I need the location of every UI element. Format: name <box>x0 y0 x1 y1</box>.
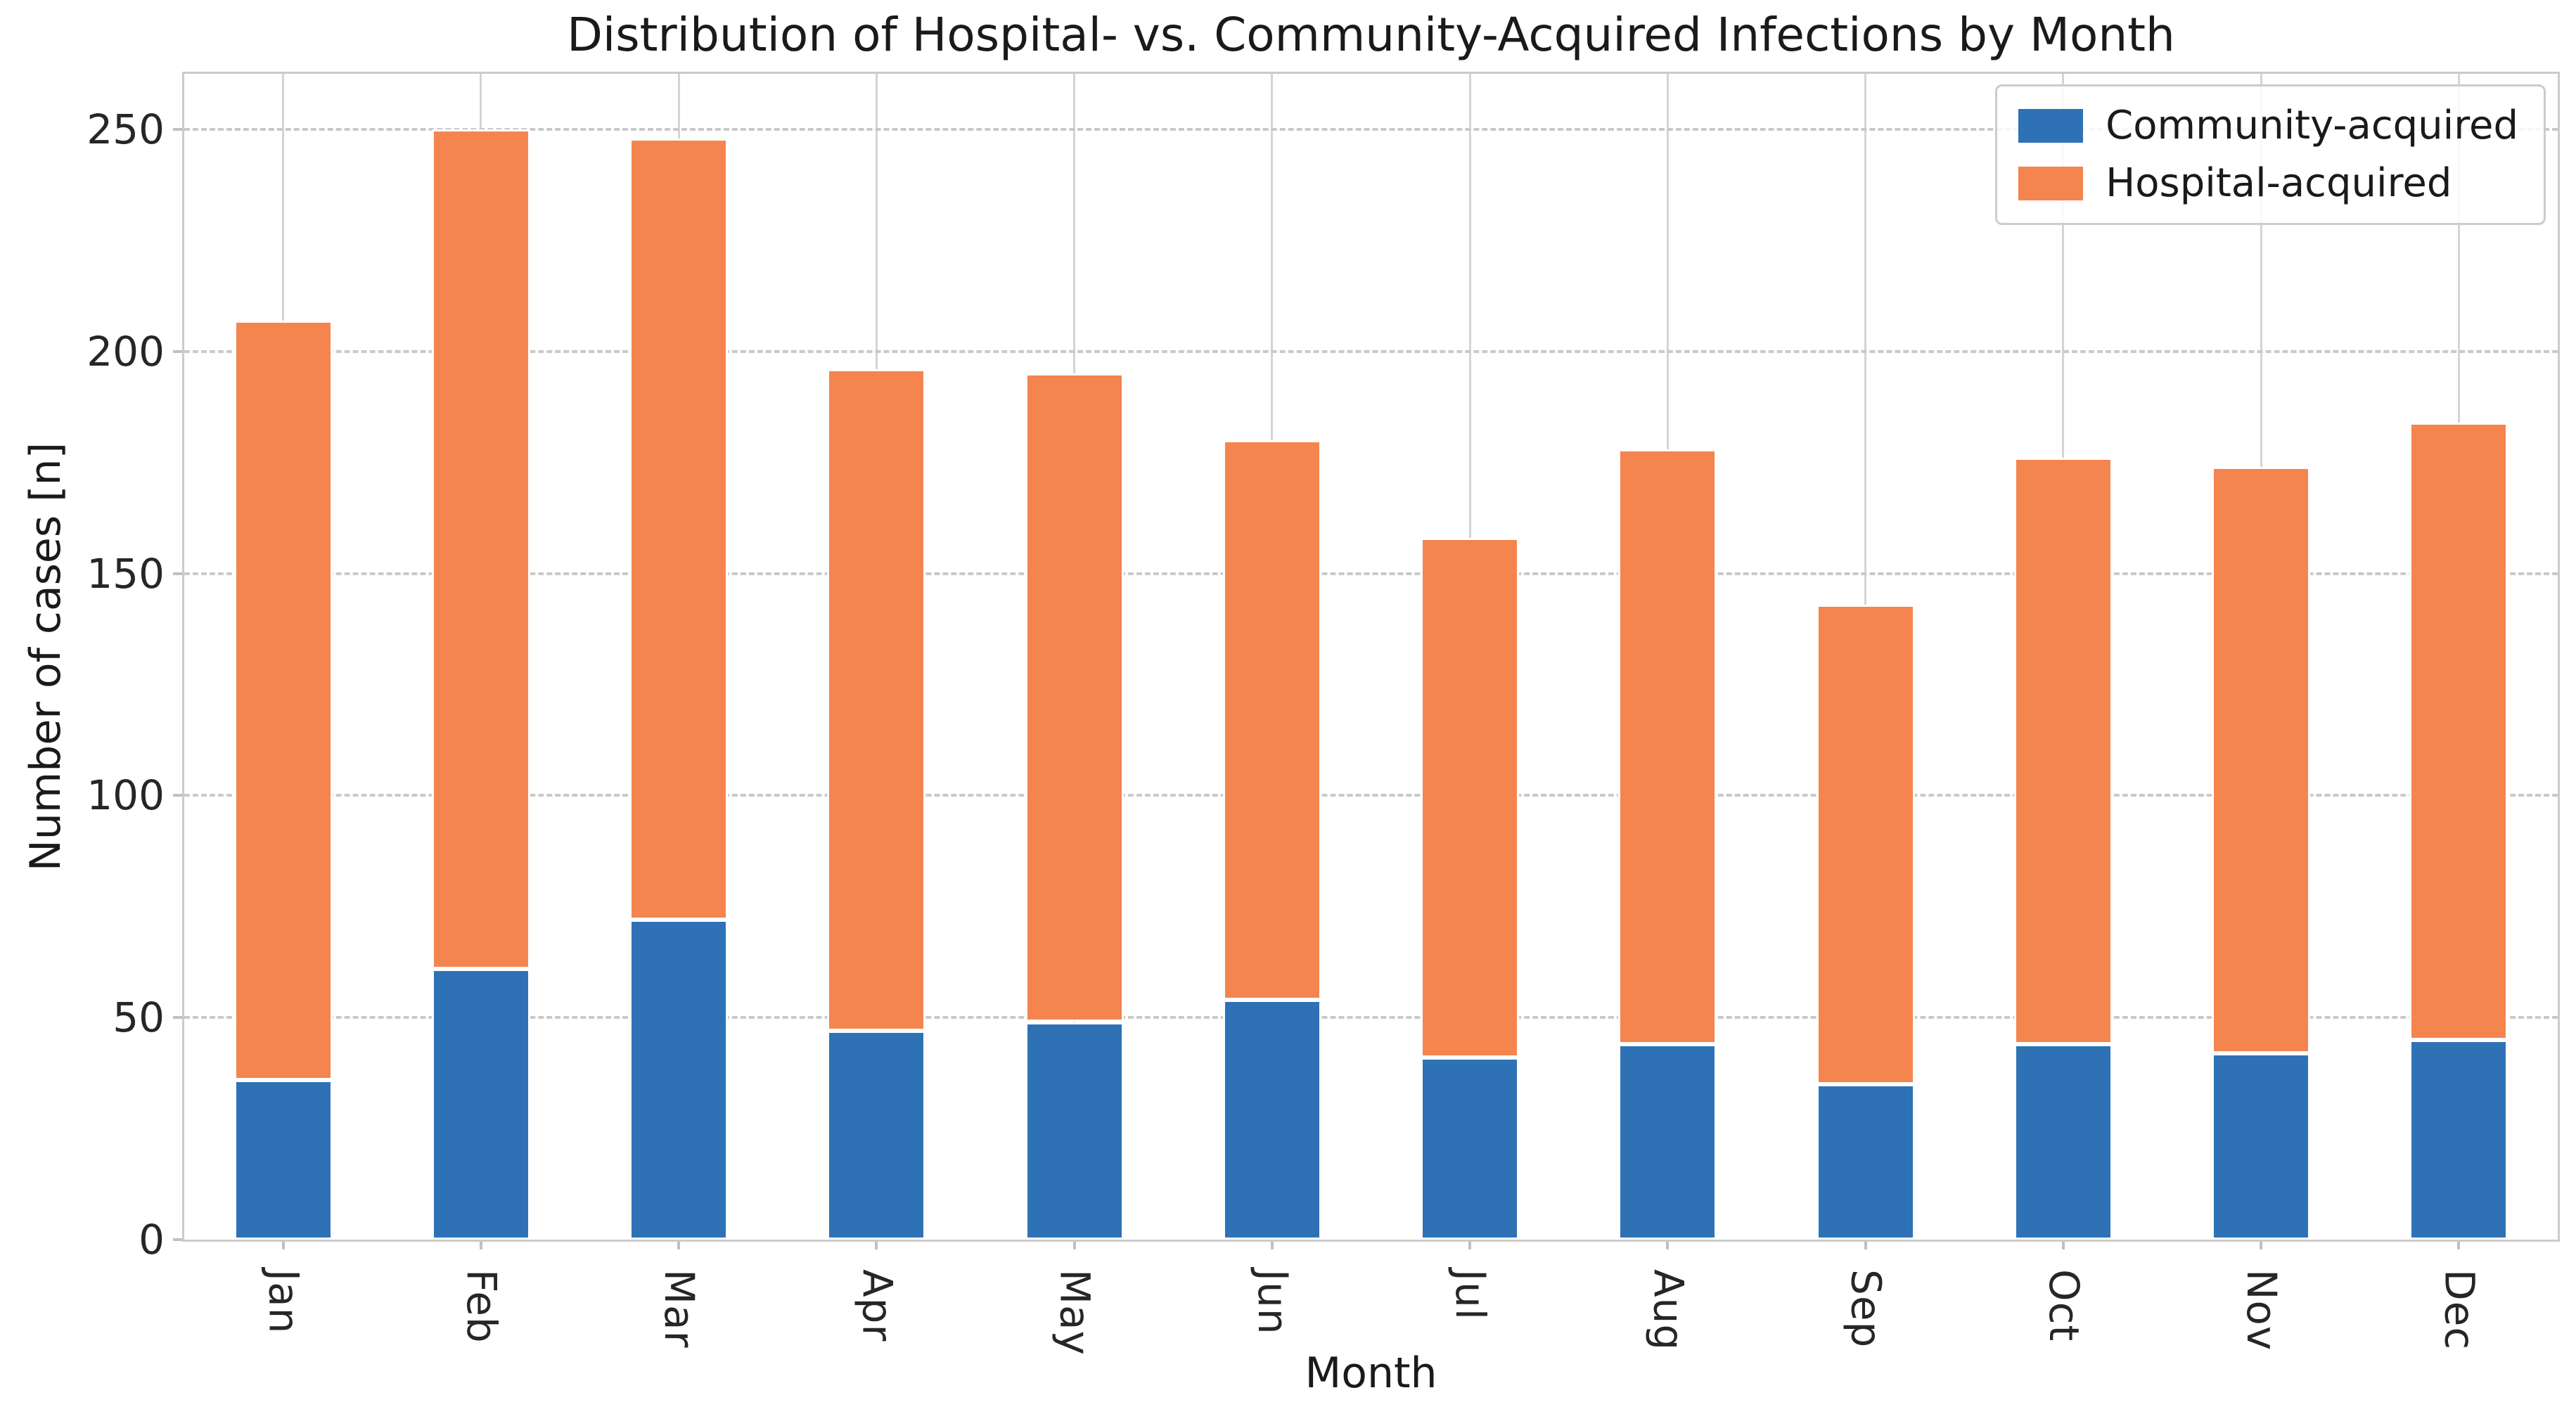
bar-segment-community-mar <box>629 920 729 1240</box>
legend-swatch-hospital <box>2018 167 2084 200</box>
bar-segment-hospital-feb <box>431 129 530 969</box>
x-tick-mark <box>1666 1240 1670 1249</box>
x-tick-label-may: May <box>1051 1269 1099 1356</box>
x-tick-mark <box>1468 1240 1472 1249</box>
x-tick-label-aug: Aug <box>1644 1269 1693 1351</box>
x-tick-label-sep: Sep <box>1842 1269 1890 1349</box>
bar-segment-hospital-jul <box>1421 538 1520 1058</box>
bar-segment-hospital-jan <box>233 320 333 1080</box>
x-tick-mark <box>1270 1240 1274 1249</box>
y-tick-mark <box>173 349 184 353</box>
bar-segment-hospital-sep <box>1816 604 1915 1084</box>
x-tick-mark <box>2061 1240 2065 1249</box>
legend-label-community: Community-acquired <box>2106 103 2518 148</box>
bar-segment-hospital-may <box>1025 373 1124 1022</box>
gridline-horizontal <box>184 794 2558 797</box>
gridline-horizontal <box>184 1016 2558 1020</box>
gridline-horizontal <box>184 349 2558 353</box>
x-tick-label-nov: Nov <box>2238 1269 2286 1351</box>
y-tick-mark <box>173 794 184 797</box>
x-tick-mark <box>2457 1240 2461 1249</box>
x-tick-mark <box>875 1240 878 1249</box>
x-axis-label: Month <box>1305 1349 1437 1398</box>
bar-segment-community-nov <box>2212 1053 2311 1240</box>
y-tick-mark <box>173 1016 184 1020</box>
y-tick-label-150: 150 <box>86 549 165 598</box>
x-tick-mark <box>1864 1240 1867 1249</box>
bar-segment-community-jun <box>1222 999 1321 1240</box>
legend-swatch-community <box>2018 109 2084 143</box>
y-tick-mark <box>173 127 184 131</box>
x-tick-mark <box>677 1240 681 1249</box>
x-tick-label-jul: Jul <box>1447 1269 1495 1320</box>
legend: Community-acquired Hospital-acquired <box>1995 84 2546 225</box>
x-tick-mark <box>1072 1240 1076 1249</box>
bar-segment-community-jul <box>1421 1058 1520 1240</box>
bar-segment-community-apr <box>827 1031 926 1240</box>
x-tick-label-jan: Jan <box>259 1269 308 1335</box>
x-tick-label-feb: Feb <box>457 1269 506 1344</box>
legend-row-community: Community-acquired <box>2018 106 2518 146</box>
bar-segment-hospital-apr <box>827 369 926 1031</box>
x-tick-mark <box>479 1240 482 1249</box>
y-tick-label-200: 200 <box>86 327 165 375</box>
y-tick-mark <box>173 572 184 575</box>
bar-segment-hospital-oct <box>2013 458 2113 1045</box>
legend-row-hospital: Hospital-acquired <box>2018 164 2518 203</box>
x-tick-label-oct: Oct <box>2039 1269 2088 1342</box>
bar-segment-community-sep <box>1816 1084 1915 1240</box>
y-tick-label-250: 250 <box>86 105 165 153</box>
x-tick-mark <box>281 1240 285 1249</box>
gridline-horizontal <box>184 127 2558 131</box>
legend-label-hospital: Hospital-acquired <box>2106 160 2452 206</box>
bar-segment-community-dec <box>2409 1039 2508 1240</box>
bar-segment-hospital-aug <box>1618 449 1717 1045</box>
bar-segment-hospital-jun <box>1222 440 1321 1000</box>
bar-segment-hospital-mar <box>629 138 729 920</box>
x-tick-label-mar: Mar <box>655 1269 704 1349</box>
bar-segment-community-feb <box>431 968 530 1240</box>
chart-title: Distribution of Hospital- vs. Community-… <box>567 8 2175 62</box>
bar-segment-community-may <box>1025 1022 1124 1240</box>
bar-segment-community-jan <box>233 1079 333 1240</box>
bar-segment-hospital-dec <box>2409 422 2508 1040</box>
bar-segment-community-aug <box>1618 1044 1717 1240</box>
y-tick-label-50: 50 <box>113 994 165 1042</box>
y-tick-label-0: 0 <box>139 1216 165 1264</box>
y-tick-label-100: 100 <box>86 771 165 820</box>
x-tick-mark <box>2260 1240 2263 1249</box>
x-tick-label-dec: Dec <box>2435 1269 2484 1351</box>
bar-segment-hospital-nov <box>2212 466 2311 1053</box>
gridline-horizontal <box>184 572 2558 575</box>
plot-area-border <box>182 72 2560 1242</box>
x-tick-label-apr: Apr <box>853 1269 902 1342</box>
y-tick-mark <box>173 1238 184 1241</box>
x-tick-label-jun: Jun <box>1248 1269 1297 1335</box>
y-axis-label-wrap: Number of cases [n] <box>0 74 91 1240</box>
bar-segment-community-oct <box>2013 1044 2113 1240</box>
